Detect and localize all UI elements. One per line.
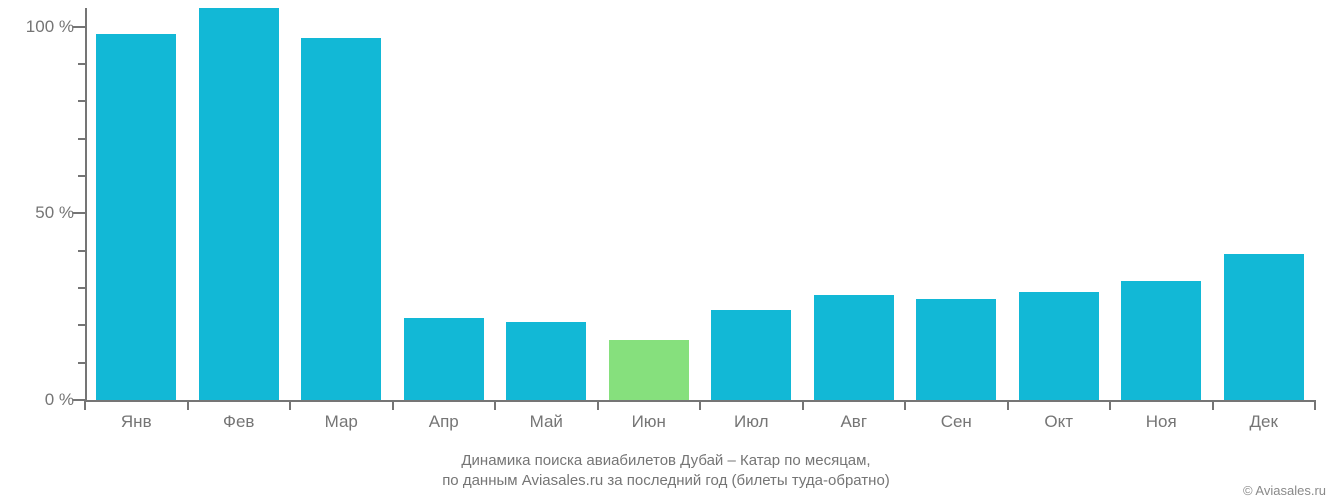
bar: [301, 38, 381, 400]
bar: [814, 295, 894, 400]
x-tick: [699, 400, 701, 410]
bar-slot: [700, 8, 803, 400]
x-tick: [84, 400, 86, 410]
x-tick: [494, 400, 496, 410]
y-tick-major: [73, 26, 85, 28]
bar-slot: [290, 8, 393, 400]
bar: [1019, 292, 1099, 400]
bar-slot: [393, 8, 496, 400]
x-tick: [904, 400, 906, 410]
bar-slot: [598, 8, 701, 400]
x-tick: [1212, 400, 1214, 410]
y-tick-minor: [78, 287, 85, 289]
bar: [1121, 281, 1201, 400]
x-axis-label: Ноя: [1146, 412, 1177, 432]
plot-area: [85, 8, 1315, 400]
x-axis-label: Апр: [429, 412, 459, 432]
caption-line-2: по данным Aviasales.ru за последний год …: [0, 472, 1332, 489]
bar-slot: [188, 8, 291, 400]
caption-line-1: Динамика поиска авиабилетов Дубай – Ката…: [0, 452, 1332, 469]
x-tick: [1314, 400, 1316, 410]
y-axis-label: 50 %: [35, 203, 74, 223]
bar-slot: [1213, 8, 1316, 400]
y-tick-minor: [78, 175, 85, 177]
x-axis-label: Мар: [325, 412, 358, 432]
x-axis-label: Июл: [734, 412, 769, 432]
x-tick: [802, 400, 804, 410]
x-axis-label: Окт: [1044, 412, 1073, 432]
bar-slot: [905, 8, 1008, 400]
bars-container: [85, 8, 1315, 400]
x-axis-label: Сен: [941, 412, 972, 432]
bar-slot: [495, 8, 598, 400]
x-tick: [1109, 400, 1111, 410]
bar: [404, 318, 484, 400]
bar: [609, 340, 689, 400]
x-axis-label: Янв: [121, 412, 152, 432]
x-tick: [597, 400, 599, 410]
bar: [916, 299, 996, 400]
x-axis-label: Дек: [1250, 412, 1278, 432]
monthly-search-chart: 0 % 50 % 100 % Янв Фев Мар Апр Май Июн Июл Авг Сен…: [0, 0, 1332, 502]
x-tick: [392, 400, 394, 410]
bar: [1224, 254, 1304, 400]
y-tick-minor: [78, 324, 85, 326]
bar: [96, 34, 176, 400]
x-tick: [187, 400, 189, 410]
watermark: © Aviasales.ru: [1243, 483, 1326, 498]
x-axis-label: Июн: [632, 412, 666, 432]
bar: [506, 322, 586, 400]
x-axis-label: Фев: [223, 412, 254, 432]
y-tick-minor: [78, 250, 85, 252]
bar-slot: [1110, 8, 1213, 400]
y-tick-minor: [78, 138, 85, 140]
bar-slot: [1008, 8, 1111, 400]
y-tick-minor: [78, 63, 85, 65]
y-tick-minor: [78, 362, 85, 364]
x-tick: [1007, 400, 1009, 410]
y-tick-minor: [78, 100, 85, 102]
bar: [199, 8, 279, 400]
y-axis-label: 0 %: [45, 390, 74, 410]
bar-slot: [85, 8, 188, 400]
bar-slot: [803, 8, 906, 400]
x-axis-label: Авг: [840, 412, 867, 432]
y-axis-label: 100 %: [26, 17, 74, 37]
x-tick: [289, 400, 291, 410]
x-axis-label: Май: [530, 412, 563, 432]
y-tick-major: [73, 212, 85, 214]
bar: [711, 310, 791, 400]
